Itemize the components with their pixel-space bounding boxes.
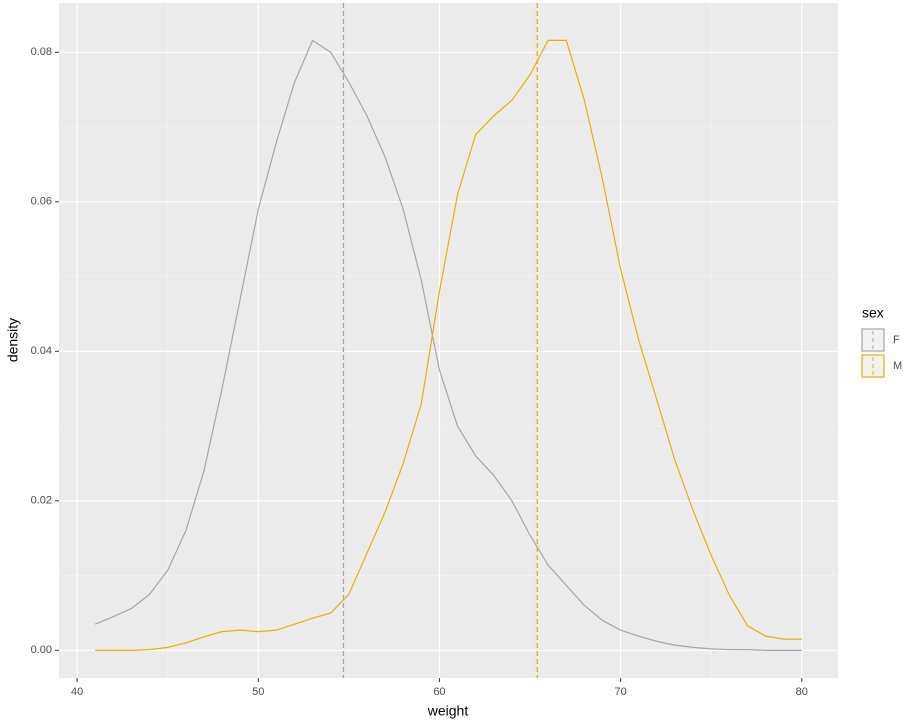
density-line (95, 39, 802, 651)
panel (59, 3, 838, 678)
x-tick-label: 50 (252, 686, 264, 698)
density-line (95, 39, 802, 651)
y-tick-label: 0.08 (31, 46, 52, 58)
x-tick-label: 70 (614, 686, 626, 698)
x-tick-label: 80 (796, 686, 808, 698)
x-tick-label: 60 (433, 686, 445, 698)
legend-label: F (893, 334, 900, 346)
y-tick-label: 0.02 (31, 495, 52, 507)
x-tick-label: 40 (71, 686, 83, 698)
y-tick-label: 0.00 (31, 644, 52, 656)
legend-label: M (893, 360, 902, 372)
x-axis-title: weight (427, 703, 469, 719)
legend-title: sex (862, 305, 884, 321)
y-axis-title: density (5, 318, 21, 362)
y-tick-label: 0.04 (31, 345, 52, 357)
y-tick-label: 0.06 (31, 196, 52, 208)
